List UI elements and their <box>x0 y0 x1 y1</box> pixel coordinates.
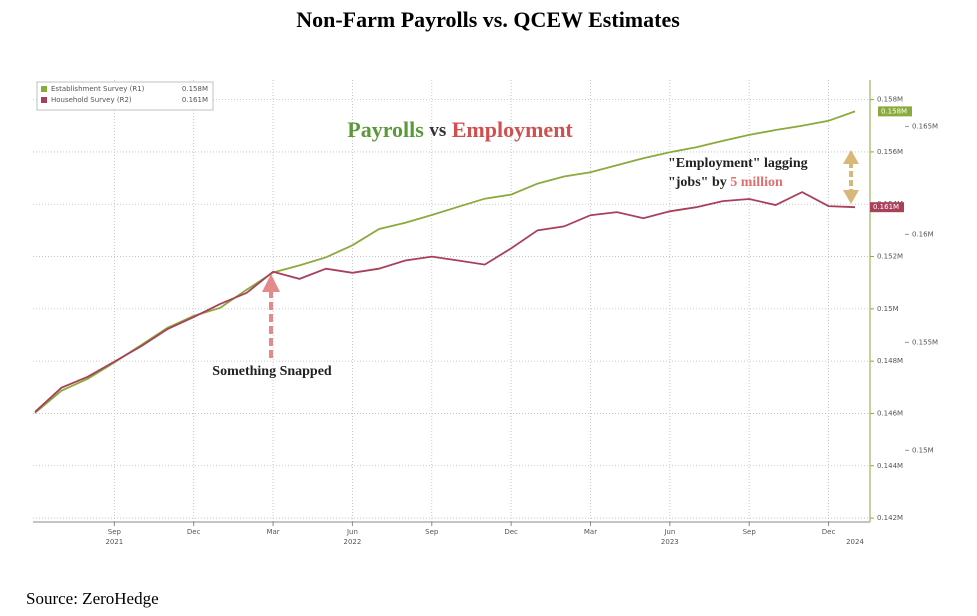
y2-tick-label: 0.16M <box>912 230 934 238</box>
y-tick-label: 0.142M <box>877 514 903 522</box>
last-value-box <box>870 202 904 213</box>
last-value-label: 0.158M <box>881 107 907 115</box>
headline-employment: Employment <box>452 117 574 142</box>
headline-payrolls: Payrolls <box>347 117 424 142</box>
x-year-label: 2022 <box>344 538 362 546</box>
legend-value: 0.161M <box>182 96 208 104</box>
y-tick-label: 0.152M <box>877 253 903 261</box>
x-year-label: 2021 <box>105 538 123 546</box>
legend-swatch <box>41 86 47 92</box>
y2-tick-label: 0.15M <box>912 446 934 454</box>
x-tick-label: Jun <box>663 528 675 536</box>
annotation-jobs: "jobs" by 5 million <box>668 175 783 190</box>
x-tick-label: Dec <box>822 528 836 536</box>
y2-tick-label: 0.165M <box>912 122 938 130</box>
legend <box>36 81 214 111</box>
arrow-head <box>843 190 859 204</box>
x-year-label: 2023 <box>661 538 679 546</box>
y-tick-label: 0.156M <box>877 148 903 156</box>
chart-title: Non-Farm Payrolls vs. QCEW Estimates <box>296 7 680 32</box>
legend-value: 0.158M <box>182 85 208 93</box>
annotation-million: 5 million <box>730 175 783 190</box>
y-tick-label: 0.144M <box>877 462 903 470</box>
source: Source: ZeroHedge <box>26 589 159 608</box>
x-tick-label: Mar <box>584 528 597 536</box>
x-tick-label: Dec <box>187 528 201 536</box>
annotation-jobs-text: "jobs" by <box>668 175 727 190</box>
plot-area <box>33 80 870 522</box>
x-tick-label: Jun <box>346 528 358 536</box>
x-tick-label: Mar <box>266 528 279 536</box>
x-tick-label: Sep <box>743 528 757 536</box>
headline-vs: vs <box>429 120 446 141</box>
y-tick-label: 0.158M <box>877 96 903 104</box>
series-line <box>34 110 856 414</box>
x-year-label: 2024 <box>846 538 864 546</box>
annotation-lagging: "Employment" lagging <box>668 156 808 171</box>
last-value-box <box>878 106 912 117</box>
x-tick-label: Sep <box>425 528 439 536</box>
annotation-snapped: Something Snapped <box>212 364 332 379</box>
series-line <box>34 191 856 413</box>
legend-entries: Establishment Survey (R1) 0.158M Household… <box>41 85 208 104</box>
legend-swatch <box>41 97 47 103</box>
y2-tick-label: 0.155M <box>912 338 938 346</box>
y-tick-label: 0.148M <box>877 357 903 365</box>
headline: Payrolls vs Employment <box>347 117 573 142</box>
y-tick-label: 0.146M <box>877 409 903 417</box>
y-tick-label: 0.15M <box>877 305 899 313</box>
legend-label: Establishment Survey (R1) <box>51 85 145 93</box>
last-value-label: 0.161M <box>873 203 899 211</box>
x-tick-label: Dec <box>504 528 518 536</box>
arrow-head <box>262 274 280 292</box>
legend-label: Household Survey (R2) <box>51 96 132 104</box>
x-tick-label: Sep <box>108 528 122 536</box>
arrow-head <box>843 150 859 164</box>
